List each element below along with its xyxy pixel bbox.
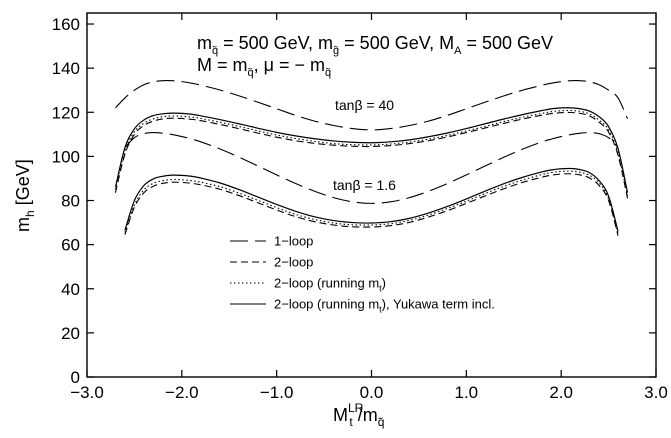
x-tick-label: −1.0 (260, 383, 294, 402)
series-line-tanb40-two_loop (114, 111, 629, 199)
series-line-tanb40-two_loop_running (114, 109, 629, 197)
x-axis-title: MLR t /mq̃ (333, 401, 384, 429)
series-line-tanb1_6-two_loop_running (124, 170, 619, 234)
y-tick-label: 20 (61, 324, 80, 343)
x-tick-label: −3.0 (70, 383, 104, 402)
y-tick-label: 120 (52, 103, 80, 122)
y-tick-label: 60 (61, 236, 80, 255)
legend-label-two_loop: 2−loop (274, 255, 313, 270)
y-tick-label: 100 (52, 147, 80, 166)
y-tick-label: 80 (61, 192, 80, 211)
y-tick-label: 160 (52, 15, 80, 34)
legend-label-one_loop: 1−loop (274, 234, 313, 249)
x-tick-label: −2.0 (165, 383, 199, 402)
legend: 1−loop 2−loop 2−loop (running mt) 2−loop (r… (230, 234, 495, 315)
series-line-tanb1_6-two_loop_yukawa (124, 167, 619, 232)
x-tick-label: 0.0 (360, 383, 384, 402)
x-tick-label: 1.0 (455, 383, 479, 402)
y-tick-label: 140 (52, 59, 80, 78)
curves (114, 80, 629, 236)
x-tick-label: 3.0 (644, 383, 668, 402)
x-tick-label: 2.0 (549, 383, 573, 402)
tanb-low-label: tanβ = 1.6 (333, 177, 396, 193)
legend-label-two_loop_running: 2−loop (running mt) (274, 276, 386, 294)
ticks: −3.0 −2.0 −1.0 0.0 1.0 2.0 3.0 0 20 40 60 80 100 120 1… (52, 13, 668, 402)
y-tick-label: 40 (61, 280, 80, 299)
tanb-high-label: tanβ = 40 (335, 97, 394, 113)
y-axis-title: mh [GeV] (13, 159, 37, 232)
param-annotation-line2: M = mq̃, μ = − mq̃ (197, 55, 331, 79)
plot-frame (86, 12, 657, 378)
series-line-tanb40-one_loop (115, 80, 629, 131)
axis-titles: MLR t /mq̃ mh [GeV] (13, 159, 384, 429)
param-annotation-line1: mq̃ = 500 GeV, mg̃ = 500 GeV, MA = 500 G… (197, 33, 553, 57)
y-tick-label: 0 (71, 368, 80, 387)
series-line-tanb40-two_loop_yukawa (114, 107, 629, 193)
annotations: mq̃ = 500 GeV, mg̃ = 500 GeV, MA = 500 G… (197, 33, 553, 193)
series-line-tanb1_6-one_loop (124, 132, 619, 204)
legend-label-two_loop_yukawa: 2−loop (running mt), Yukawa term incl. (274, 297, 495, 315)
